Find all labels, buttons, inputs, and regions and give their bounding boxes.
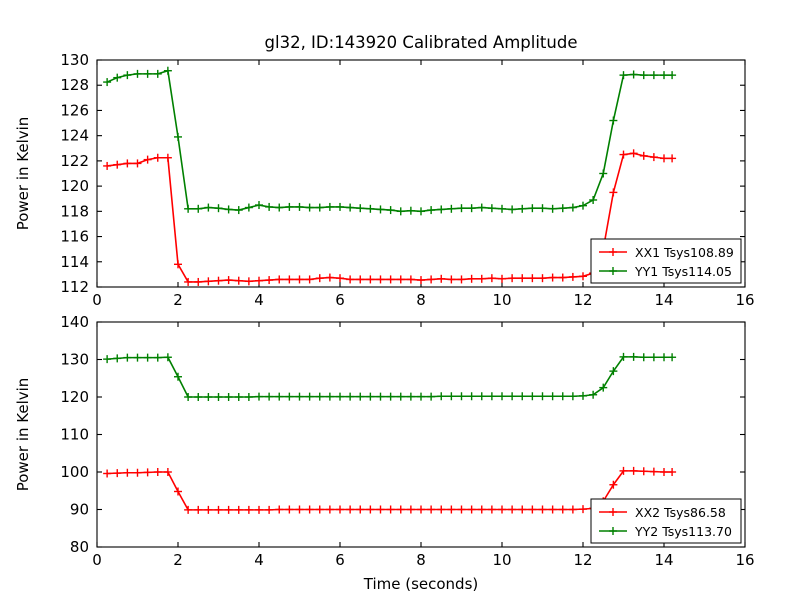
y-tick-label: 100 [60, 463, 89, 481]
series-line-yy2 [107, 356, 673, 398]
legend-label: YY1 Tsys114.05 [634, 264, 732, 279]
series-markers-yy2 [103, 352, 677, 401]
x-tick-label: 14 [654, 551, 673, 569]
x-tick-label: 2 [173, 291, 183, 309]
y-tick-label: 130 [60, 51, 89, 69]
x-tick-label: 10 [492, 291, 511, 309]
chart-title: gl32, ID:143920 Calibrated Amplitude [265, 33, 578, 52]
y-tick-label: 140 [60, 313, 89, 331]
plot-panel-top: 0 2 4 6 8 10 12 14 16 112 114 116 118 120 122 124 126 128… [14, 51, 755, 309]
y-tick-label: 128 [60, 76, 89, 94]
x-tick-label: 8 [416, 551, 426, 569]
y-tick-label: 120 [60, 388, 89, 406]
x-tick-label: 4 [254, 551, 264, 569]
series-markers-yy1 [103, 66, 677, 216]
x-tick-label: 12 [573, 551, 592, 569]
x-tick-label: 16 [735, 551, 754, 569]
x-tick-label: 0 [92, 291, 102, 309]
legend-frame [590, 498, 742, 544]
y-tick-label: 112 [60, 278, 89, 296]
x-tick-label: 14 [654, 291, 673, 309]
x-tick-label: 2 [173, 551, 183, 569]
y-tick-label: 80 [70, 538, 89, 556]
x-tick-label: 6 [335, 291, 345, 309]
x-tick-label: 16 [735, 291, 754, 309]
y-tick-label: 126 [60, 101, 89, 119]
x-tick-label: 6 [335, 551, 345, 569]
x-tick-label: 0 [92, 551, 102, 569]
series-line-xx1 [107, 152, 673, 283]
y-axis-label: Power in Kelvin [14, 378, 32, 492]
y-tick-label: 120 [60, 177, 89, 195]
series-markers-xx1 [103, 149, 677, 286]
y-tick-label: 90 [70, 501, 89, 519]
x-tick-label: 8 [416, 291, 426, 309]
x-axis-label: Time (seconds) [363, 575, 479, 593]
series-markers-xx2 [103, 466, 677, 514]
y-tick-label: 116 [60, 228, 89, 246]
legend-label: XX1 Tsys108.89 [635, 245, 734, 260]
x-tick-label: 4 [254, 291, 264, 309]
legend-label: XX2 Tsys86.58 [635, 505, 726, 520]
y-tick-label: 130 [60, 351, 89, 369]
series-line-yy1 [106, 69, 673, 213]
x-tick-label: 10 [492, 551, 511, 569]
y-tick-label: 124 [60, 127, 89, 145]
y-tick-label: 114 [60, 253, 89, 271]
legend-bottom[interactable]: XX2 Tsys86.58 YY2 Tsys113.70 [590, 498, 742, 544]
series-line-xx2 [107, 470, 673, 511]
y-axis-label: Power in Kelvin [14, 117, 32, 231]
y-tick-label: 110 [60, 426, 89, 444]
legend-label: YY2 Tsys113.70 [634, 524, 732, 539]
y-tick-label: 118 [60, 202, 89, 220]
legend-top[interactable]: XX1 Tsys108.89 YY1 Tsys114.05 [590, 238, 742, 284]
y-tick-label: 122 [60, 152, 89, 170]
x-tick-label: 12 [573, 291, 592, 309]
legend-frame [590, 238, 742, 284]
plot-panel-bottom: 0 2 4 6 8 10 12 14 16 80 90 100 110 120 130 140 Power in… [14, 313, 755, 593]
